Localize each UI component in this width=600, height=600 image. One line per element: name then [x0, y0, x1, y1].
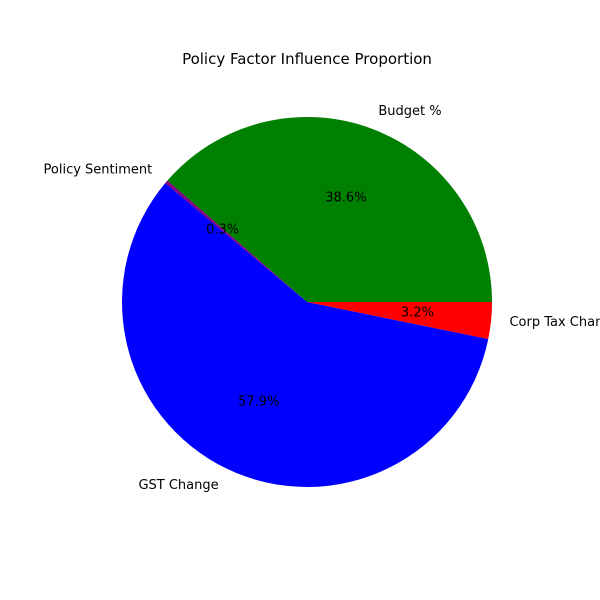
slice-percent-label: 0.3%	[206, 222, 239, 237]
slice-label: GST Change	[138, 478, 218, 493]
slice-percent-label: 57.9%	[238, 394, 279, 409]
pie-labels: Budget % 38.6% Policy Sentiment 0.3% GST Cha…	[44, 104, 600, 493]
pie-slices	[122, 117, 492, 488]
pie-slice-policy-sentiment	[165, 180, 307, 302]
slice-label: Corp Tax Change	[509, 315, 600, 330]
slice-percent-label: 3.2%	[401, 306, 434, 321]
slice-label: Budget %	[378, 104, 441, 119]
slice-percent-label: 38.6%	[325, 191, 366, 206]
pie-slice-gst-change	[122, 183, 489, 488]
pie-slice-corp-tax-change	[307, 302, 492, 339]
pie-slice-budget	[167, 117, 492, 303]
chart-title: Policy Factor Influence Proportion	[182, 50, 432, 68]
slice-label: Policy Sentiment	[44, 162, 153, 177]
